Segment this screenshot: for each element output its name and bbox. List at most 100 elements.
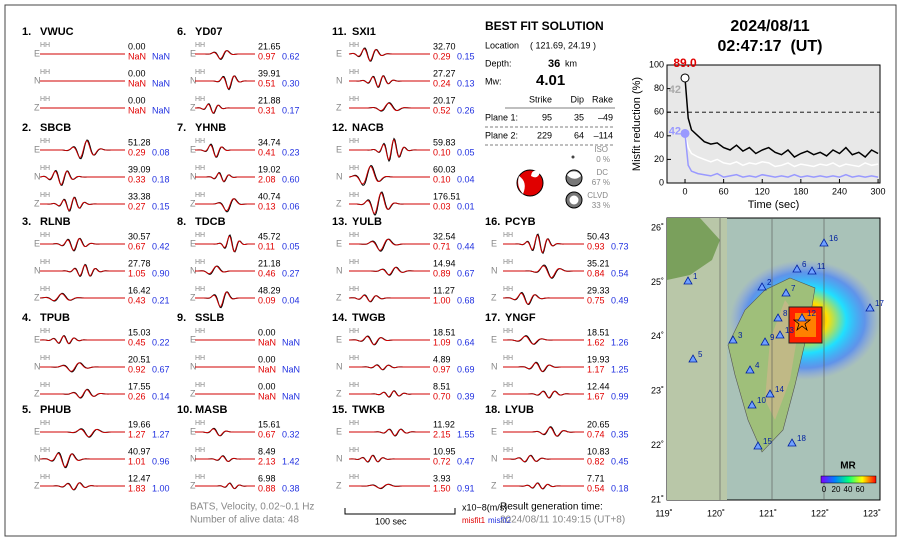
misfit2: 0.47: [457, 456, 475, 466]
amplitude: 32.54: [433, 231, 456, 241]
station-marker: [745, 365, 755, 374]
amplitude: 27.27: [433, 68, 456, 78]
misfit2: 0.30: [282, 78, 300, 88]
misfit2: NaN: [152, 51, 170, 61]
waveform: [349, 75, 430, 88]
amplitude: 18.51: [587, 327, 610, 337]
x-tick-label: 240: [832, 186, 847, 196]
amplitude: 20.51: [128, 354, 151, 364]
amplitude: 19.66: [128, 419, 151, 429]
annotation: 42: [669, 125, 681, 137]
station-index: 11.: [332, 26, 347, 38]
y-axis-label: Misfit reduction (%): [631, 77, 643, 171]
component: Z: [190, 388, 196, 398]
station-marker: [728, 335, 738, 344]
waveform: [40, 389, 125, 398]
amplitude: 35.21: [587, 258, 610, 268]
amplitude: 14.94: [433, 258, 456, 268]
amplitude: 20.65: [587, 419, 610, 429]
channel: HH: [40, 355, 50, 362]
amplitude: 0.00: [258, 327, 276, 337]
event-date: 2024/08/11: [730, 18, 809, 35]
colorbar-title: MR: [840, 461, 856, 472]
station-index: 2.: [22, 122, 31, 134]
misfit1: 0.29: [433, 51, 451, 61]
component-percent: 33 %: [592, 201, 610, 210]
channel: HH: [503, 328, 513, 335]
event-time: 02:47:17 (UT): [718, 38, 823, 55]
component: Z: [190, 480, 196, 490]
misfit1: NaN: [128, 78, 146, 88]
start-marker: [680, 73, 690, 83]
misfit2: 1.27: [152, 429, 170, 439]
result-time: 2024/08/11 10:49:15 (UT+8): [500, 515, 625, 526]
amplitude: 45.72: [258, 231, 281, 241]
component: Z: [491, 388, 497, 398]
waveform: [348, 166, 430, 185]
misfit1: 0.52: [433, 105, 451, 115]
station-name: RLNB: [40, 216, 71, 228]
amplitude: 15.03: [128, 327, 151, 337]
station-index: 12.: [332, 122, 347, 134]
channel: HH: [195, 447, 205, 454]
amplitude: 19.02: [258, 164, 281, 174]
waveform: [40, 362, 125, 372]
misfit2: 0.44: [457, 241, 475, 251]
misfit2: 0.62: [282, 51, 300, 61]
misfit2: 0.05: [457, 147, 475, 157]
misfit2: 0.26: [457, 105, 475, 115]
channel: HH: [349, 447, 359, 454]
station-marker: [683, 276, 693, 285]
station-label: 16: [829, 234, 838, 243]
station-label: 6: [802, 260, 807, 269]
lat-label: 26˚: [651, 222, 664, 232]
table-cell: Plane 1:: [485, 112, 518, 122]
component-percent: 67 %: [592, 178, 610, 187]
station-name: LYUB: [505, 404, 534, 416]
amplitude: 34.74: [258, 137, 281, 147]
misfit2: 0.96: [152, 456, 170, 466]
channel: HH: [40, 259, 50, 266]
component: E: [336, 144, 342, 154]
misfit2: 0.64: [457, 337, 475, 347]
waveform: [195, 198, 255, 212]
channel: HH: [195, 328, 205, 335]
station-label: 10: [757, 396, 766, 405]
component: N: [336, 453, 343, 463]
lon-label: 123˚: [863, 508, 881, 518]
misfit1: 2.08: [258, 174, 276, 184]
alive-count: Number of alive data: 48: [190, 515, 299, 526]
station-marker: [865, 303, 875, 312]
amplitude: 6.98: [258, 473, 276, 483]
table-header: Rake: [592, 94, 613, 104]
misfit1: 0.72: [433, 456, 451, 466]
component: Z: [336, 102, 342, 112]
misfit2: NaN: [282, 391, 300, 401]
misfit1: 1.83: [128, 483, 146, 493]
misfit1: 0.84: [587, 268, 605, 278]
lat-label: 25˚: [651, 277, 664, 287]
station-label: 8: [783, 309, 788, 318]
misfit1: 0.88: [258, 483, 276, 493]
misfit2: NaN: [282, 337, 300, 347]
misfit2: 1.26: [611, 337, 629, 347]
component: Z: [336, 388, 342, 398]
waveform: [349, 364, 430, 370]
table-cell: 229: [537, 130, 552, 140]
component: N: [34, 171, 41, 181]
misfit2: 0.06: [282, 201, 300, 211]
channel: HH: [40, 420, 50, 427]
component: N: [336, 361, 343, 371]
misfit2: 0.04: [282, 295, 300, 305]
waveform: [195, 103, 255, 114]
table-header: Strike: [529, 94, 552, 104]
component: E: [34, 426, 40, 436]
station-name: MASB: [195, 404, 227, 416]
amplitude: 3.93: [433, 473, 451, 483]
waveform: [349, 192, 430, 214]
amplitude: 60.03: [433, 164, 456, 174]
misfit2: 0.73: [611, 241, 629, 251]
component: N: [336, 171, 343, 181]
location: ( 121.69, 24.19 ): [530, 40, 596, 50]
depth: 36: [548, 58, 560, 70]
